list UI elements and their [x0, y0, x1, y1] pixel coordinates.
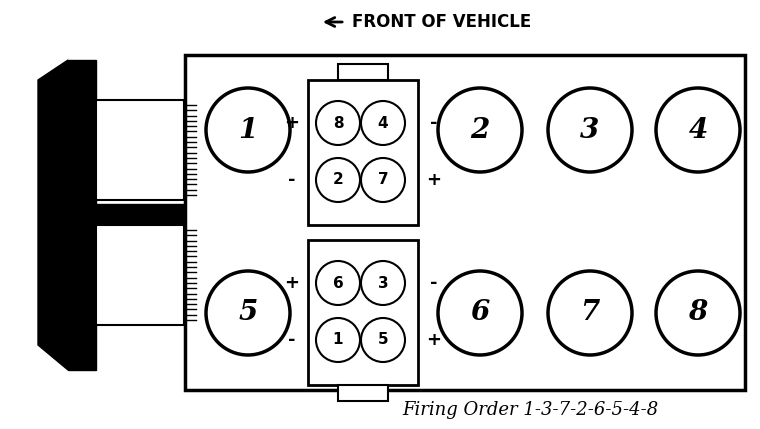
Text: 8: 8 — [333, 115, 344, 130]
Bar — [185, 55, 745, 390]
Circle shape — [316, 158, 360, 202]
Text: 5: 5 — [378, 332, 388, 347]
Circle shape — [548, 88, 632, 172]
Text: 7: 7 — [378, 172, 388, 187]
Text: 6: 6 — [333, 275, 344, 290]
Polygon shape — [38, 60, 68, 370]
Text: 4: 4 — [378, 115, 388, 130]
Circle shape — [316, 101, 360, 145]
Text: 3: 3 — [378, 275, 388, 290]
Text: -: - — [430, 274, 438, 292]
Circle shape — [316, 261, 360, 305]
Text: FRONT OF VEHICLE: FRONT OF VEHICLE — [352, 13, 531, 31]
Text: 4: 4 — [689, 117, 708, 143]
Text: 3: 3 — [581, 117, 600, 143]
Bar — [338, 64, 388, 80]
Circle shape — [361, 158, 405, 202]
Text: -: - — [288, 171, 296, 189]
Circle shape — [316, 318, 360, 362]
Circle shape — [438, 271, 522, 355]
Text: +: + — [426, 171, 442, 189]
Text: +: + — [426, 331, 442, 349]
Circle shape — [206, 271, 290, 355]
Text: -: - — [288, 331, 296, 349]
Circle shape — [656, 271, 740, 355]
Circle shape — [548, 271, 632, 355]
Text: 1: 1 — [333, 332, 344, 347]
Polygon shape — [68, 60, 96, 370]
Circle shape — [206, 88, 290, 172]
Text: 2: 2 — [333, 172, 344, 187]
Text: +: + — [284, 114, 299, 132]
Circle shape — [438, 88, 522, 172]
Text: 7: 7 — [581, 299, 600, 326]
Bar — [308, 80, 418, 225]
Text: 2: 2 — [470, 117, 489, 143]
Bar — [308, 240, 418, 385]
Circle shape — [361, 261, 405, 305]
Text: Firing Order 1-3-7-2-6-5-4-8: Firing Order 1-3-7-2-6-5-4-8 — [402, 401, 658, 419]
Bar — [338, 385, 388, 401]
Text: 5: 5 — [239, 299, 258, 326]
Text: 1: 1 — [239, 117, 258, 143]
Text: +: + — [284, 274, 299, 292]
Text: -: - — [430, 114, 438, 132]
Bar — [96, 225, 184, 325]
Polygon shape — [68, 204, 185, 226]
Text: 6: 6 — [470, 299, 489, 326]
Circle shape — [361, 101, 405, 145]
Circle shape — [361, 318, 405, 362]
Circle shape — [656, 88, 740, 172]
Text: 8: 8 — [689, 299, 708, 326]
Bar — [96, 100, 184, 200]
